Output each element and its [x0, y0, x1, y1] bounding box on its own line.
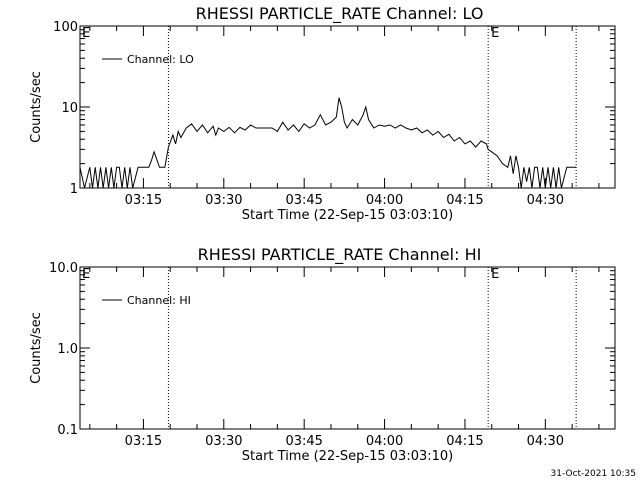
- chart-1-ytick-label: 1: [70, 182, 78, 197]
- chart-2-title: RHESSI PARTICLE_RATE Channel: HI: [198, 245, 482, 265]
- chart-2-marker-label: E: [491, 267, 499, 282]
- chart-2-xtick-label: 04:15: [446, 434, 483, 449]
- chart-2: RHESSI PARTICLE_RATE Channel: HI 03:15 03:…: [29, 245, 616, 464]
- chart-1-xtick-label: 03:15: [125, 193, 162, 208]
- timestamp: 31-Oct-2021 10:35: [551, 469, 636, 479]
- chart-2-xtick-label: 03:15: [125, 434, 162, 449]
- chart-2-xtick-label: 04:30: [527, 434, 564, 449]
- chart-2-ytick-label: 0.1: [57, 423, 78, 438]
- chart-1-ytick-label: 100: [53, 20, 78, 35]
- chart-1-xtick-label: 04:30: [527, 193, 564, 208]
- chart-1-marker-label: E: [82, 26, 90, 41]
- chart-1-xtick-label: 03:30: [205, 193, 242, 208]
- chart-2-xtick-label: 03:45: [285, 434, 322, 449]
- chart-1-legend-label: Channel: LO: [127, 53, 194, 66]
- chart-2-frame: [79, 266, 616, 430]
- chart-1-ylabel: Counts/sec: [29, 71, 44, 143]
- chart-1-marker-label: E: [491, 26, 499, 41]
- chart-2-marker-label: E: [82, 267, 90, 282]
- chart-1: RHESSI PARTICLE_RATE Channel: LO 03:15 03:…: [29, 4, 616, 223]
- chart-1-xtick-label: 03:45: [285, 193, 322, 208]
- chart-2-legend-label: Channel: HI: [127, 294, 191, 307]
- chart-2-ytick-label: 10.0: [49, 261, 78, 276]
- chart-1-title: RHESSI PARTICLE_RATE Channel: LO: [196, 4, 484, 24]
- chart-1-xlabel: Start Time (22-Sep-15 03:03:10): [242, 208, 453, 223]
- chart-2-xtick-label: 04:00: [366, 434, 403, 449]
- chart-2-ylabel: Counts/sec: [29, 312, 44, 384]
- chart-2-ytick-label: 1.0: [57, 342, 78, 357]
- chart-1-frame: [79, 25, 616, 189]
- chart-1-xtick-label: 04:15: [446, 193, 483, 208]
- chart-1-series-line: [80, 97, 577, 188]
- chart-2-xlabel: Start Time (22-Sep-15 03:03:10): [242, 449, 453, 464]
- chart-1-xtick-label: 04:00: [366, 193, 403, 208]
- chart-2-xtick-label: 03:30: [205, 434, 242, 449]
- chart-1-ytick-label: 10: [61, 101, 78, 116]
